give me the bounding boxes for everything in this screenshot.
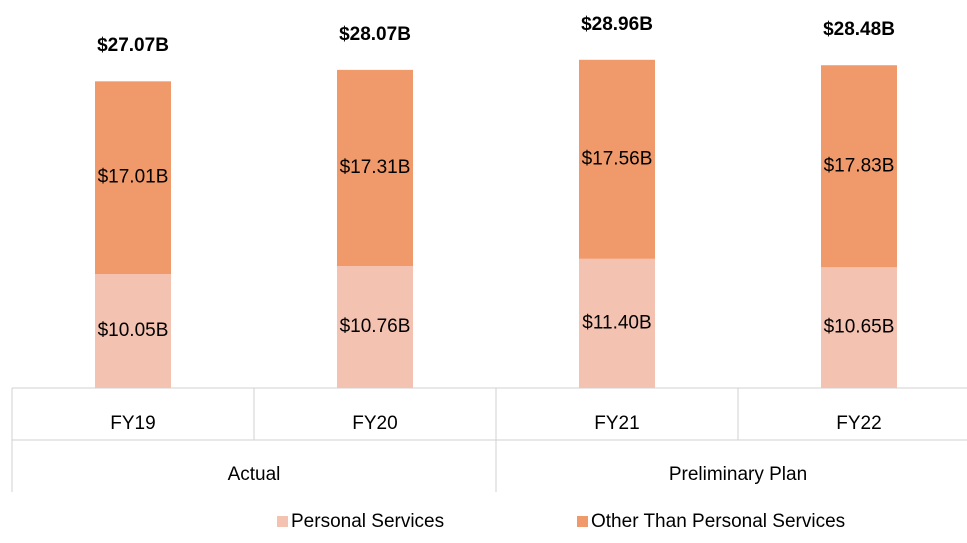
value-label: $17.56B <box>582 148 653 169</box>
legend-label: Personal Services <box>291 511 444 532</box>
bar-segment <box>579 258 655 388</box>
group-label: Actual <box>228 464 281 485</box>
total-label: $28.07B <box>339 24 411 45</box>
x-tick-label: FY20 <box>352 413 397 434</box>
value-label: $10.65B <box>824 317 895 338</box>
bar-segment <box>821 65 897 268</box>
bar-segment <box>821 267 897 388</box>
value-label: $17.31B <box>340 157 411 178</box>
bar-segment <box>337 69 413 267</box>
value-label: $17.01B <box>98 167 169 188</box>
total-label: $27.07B <box>97 35 169 56</box>
x-tick-label: FY19 <box>110 413 155 434</box>
legend-label: Other Than Personal Services <box>591 511 845 532</box>
total-label: $28.48B <box>823 19 895 40</box>
x-tick-label: FY22 <box>836 413 881 434</box>
value-label: $11.40B <box>582 312 651 333</box>
x-tick-label: FY21 <box>594 413 639 434</box>
bar-segment <box>579 59 655 259</box>
legend-swatch <box>277 516 288 527</box>
bar-segment <box>95 274 171 388</box>
value-label: $10.05B <box>98 320 169 341</box>
value-label: $17.83B <box>824 155 895 176</box>
legend-swatch <box>577 516 588 527</box>
value-label: $10.76B <box>340 316 411 337</box>
total-label: $28.96B <box>581 14 653 35</box>
group-label: Preliminary Plan <box>669 464 807 485</box>
bar-segment <box>95 81 171 275</box>
bar-segment <box>337 266 413 388</box>
